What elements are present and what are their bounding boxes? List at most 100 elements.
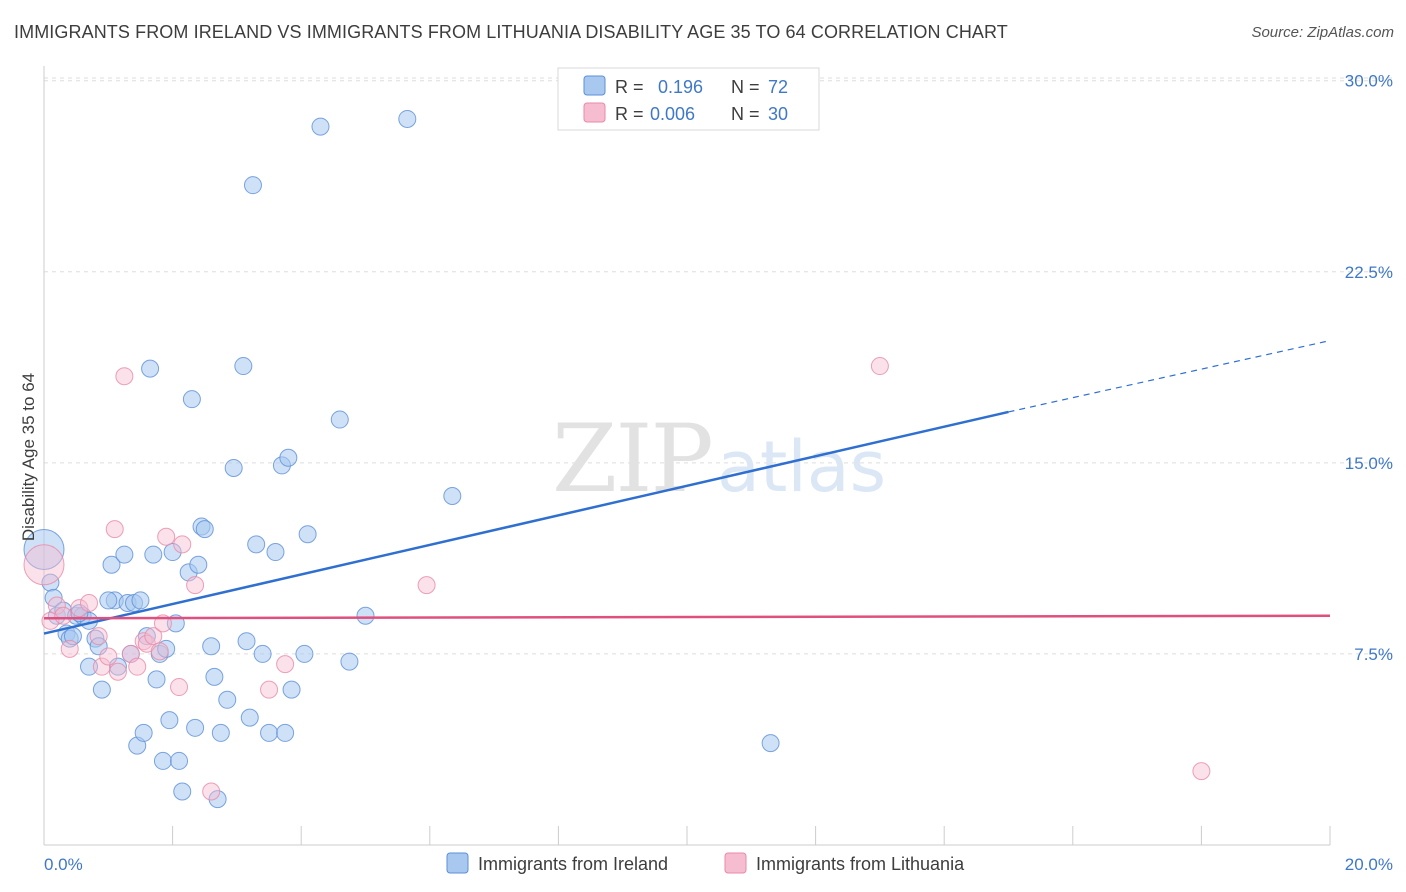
ireland-point xyxy=(282,680,301,699)
ireland-point xyxy=(237,632,256,651)
ireland-point xyxy=(243,176,262,195)
series-legend-label-lithuania: Immigrants from Lithuania xyxy=(756,854,965,874)
legend-n-label-lithuania: N = xyxy=(731,104,760,124)
chart-source: Source: ZipAtlas.com xyxy=(1251,24,1394,41)
ireland-point xyxy=(141,359,160,378)
correlation-legend: R = 0.196 N = 72 R = 0.006 N = 30 xyxy=(557,67,820,131)
lithuania-point xyxy=(260,680,279,699)
ireland-point xyxy=(186,718,205,737)
lithuania-point xyxy=(54,606,73,625)
ireland-point xyxy=(115,545,134,564)
legend-swatch-lithuania xyxy=(583,102,606,123)
y-tick-label: 15.0% xyxy=(1345,454,1393,473)
ireland-point xyxy=(80,657,99,676)
lithuania-point xyxy=(173,535,192,554)
ireland-point xyxy=(99,591,118,610)
legend-n-value-lithuania: 30 xyxy=(768,104,788,124)
ireland-point xyxy=(195,520,214,539)
lithuania-point xyxy=(417,576,436,595)
lithuania-point xyxy=(99,647,118,666)
x-tick-label-max: 20.0% xyxy=(1345,855,1393,874)
ireland-point xyxy=(23,528,65,570)
lithuania-point xyxy=(870,357,889,376)
ireland-point xyxy=(240,708,259,727)
y-tick-label: 22.5% xyxy=(1345,263,1393,282)
lithuania-point xyxy=(128,657,147,676)
lithuania-point xyxy=(157,527,176,546)
legend-r-label-lithuania: R = xyxy=(615,104,644,124)
ireland-point xyxy=(224,458,243,477)
ireland-point xyxy=(234,357,253,376)
ireland-point xyxy=(311,117,330,136)
lithuania-point xyxy=(186,576,205,595)
ireland-point xyxy=(295,644,314,663)
ireland-point xyxy=(253,644,272,663)
lithuania-point xyxy=(144,627,163,646)
lithuania-point xyxy=(60,639,79,658)
ireland-point xyxy=(276,723,295,742)
ireland-point xyxy=(279,448,298,467)
lithuania-point xyxy=(276,655,295,674)
legend-r-value-lithuania: 0.006 xyxy=(650,104,695,124)
ireland-point xyxy=(340,652,359,671)
lithuania-point xyxy=(108,662,127,681)
ireland-point xyxy=(247,535,266,554)
ireland-trend-extension xyxy=(1008,340,1331,413)
ireland-point xyxy=(160,711,179,730)
ireland-point xyxy=(398,109,417,128)
ireland-point xyxy=(92,680,111,699)
series-legend: Immigrants from Ireland Immigrants from … xyxy=(446,852,965,874)
lithuania-point xyxy=(89,627,108,646)
legend-swatch-ireland xyxy=(583,75,606,96)
ireland-point xyxy=(218,690,237,709)
ireland-point xyxy=(189,555,208,574)
ireland-point xyxy=(443,486,462,505)
y-tick-label: 30.0% xyxy=(1345,72,1393,91)
lithuania-point xyxy=(92,657,111,676)
lithuania-point xyxy=(115,367,134,386)
ireland-point xyxy=(211,723,230,742)
watermark: ZIP atlas xyxy=(552,405,886,514)
series-legend-swatch-ireland xyxy=(446,852,469,874)
ireland-point xyxy=(182,390,201,409)
ireland-point xyxy=(208,790,227,809)
ireland-point xyxy=(205,667,224,686)
chart-title: IMMIGRANTS FROM IRELAND VS IMMIGRANTS FR… xyxy=(14,22,1008,42)
watermark-atlas: atlas xyxy=(717,426,886,508)
watermark-zip: ZIP xyxy=(552,405,712,514)
lithuania-point xyxy=(23,544,65,586)
lithuania-point xyxy=(105,520,124,539)
ireland-point xyxy=(356,606,375,625)
lithuania-point xyxy=(70,599,89,618)
lithuania-point xyxy=(150,642,169,661)
ireland-point xyxy=(170,751,189,770)
ireland-point xyxy=(298,525,317,544)
lithuania-trend-line xyxy=(43,614,1331,620)
lithuania-point xyxy=(80,593,99,612)
ireland-trend-line xyxy=(43,410,1009,635)
lithuania-point xyxy=(47,596,66,615)
y-axis-label: Disability Age 35 to 64 xyxy=(19,373,38,541)
axis-layer: 7.5% 15.0% 22.5% 30.0% xyxy=(43,66,1393,846)
points-layer xyxy=(23,109,1211,809)
ireland-point xyxy=(131,591,150,610)
ireland-point xyxy=(260,723,279,742)
lithuania-point xyxy=(1192,762,1211,781)
legend-r-label-ireland: R = xyxy=(615,77,644,97)
ireland-point xyxy=(147,670,166,689)
lithuania-point xyxy=(202,782,221,801)
x-tick-label-min: 0.0% xyxy=(44,855,83,874)
ireland-point xyxy=(761,734,780,753)
ireland-point xyxy=(173,782,192,801)
lithuania-point xyxy=(134,632,153,651)
legend-n-label-ireland: N = xyxy=(731,77,760,97)
legend-n-value-ireland: 72 xyxy=(768,77,788,97)
ireland-point xyxy=(144,545,163,564)
ireland-point xyxy=(163,543,182,562)
lithuania-point xyxy=(170,678,189,697)
y-tick-label: 7.5% xyxy=(1354,645,1393,664)
ireland-point xyxy=(137,627,156,646)
ireland-point xyxy=(102,555,121,574)
ireland-point xyxy=(153,751,172,770)
